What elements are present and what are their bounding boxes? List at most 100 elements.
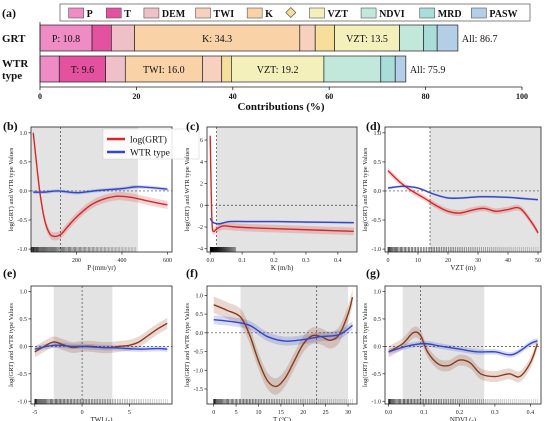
series-line [387, 185, 539, 201]
series-line [387, 170, 539, 234]
y-tick-label: 1.0 [374, 131, 382, 137]
x-tick-label: 50 [535, 258, 541, 264]
series-line [32, 132, 168, 238]
y-tick-label: 0.5 [374, 160, 382, 166]
shaded-region [430, 127, 541, 252]
x-tick-label: 30 [345, 410, 351, 416]
plot-area [385, 127, 541, 252]
y-tick-label: 0.0 [20, 344, 28, 350]
legend-label: T [124, 9, 131, 20]
x-tick-label: 20 [300, 410, 306, 416]
bar-segment [202, 55, 223, 83]
legend-item: T [105, 7, 131, 20]
rug-group [34, 399, 168, 404]
y-axis-title: log(GRT) and WTR type Values [184, 303, 191, 387]
bar-segment-label: T: 9.6 [71, 65, 94, 76]
y-tick-label: 1.0 [374, 289, 382, 295]
legend-swatch [195, 7, 211, 19]
bar-segment-label: TWI: 16.0 [143, 65, 185, 76]
legend-item: VZT [309, 7, 348, 20]
x-axis-title: P (mm/yr) [87, 264, 116, 272]
x-axis-title: Contributions (%) [237, 101, 324, 113]
panel-b: (b) 200 400 600 -1.0 -0.5 0.0 0.5 1.0 P (mm/yr) lo… [3, 119, 200, 272]
bar-segment [436, 24, 459, 52]
legend-swatch [143, 7, 160, 19]
y-tick-label: 0.5 [374, 317, 382, 323]
panel-e: (e) -5 0 5 -1.0 -0.5 0.0 0.5 1.0 TWI (-) log(GRT) … [3, 266, 173, 421]
x-tick-label: 0.3 [302, 258, 310, 264]
series-line [34, 344, 168, 350]
legend-label: NDVI [379, 9, 405, 20]
confidence-band [210, 131, 354, 236]
plot-frame [206, 285, 358, 405]
x-tick-label: 40 [229, 92, 237, 101]
y-tick-label: -1.0 [372, 247, 382, 253]
x-tick-label: 0 [387, 258, 390, 264]
x-tick-label: 400 [117, 258, 126, 264]
legend-item: P [68, 7, 93, 20]
bar-segment [105, 55, 126, 83]
bar-segment [423, 24, 438, 52]
series-line [209, 217, 354, 225]
bar-segment [394, 55, 407, 83]
category-label: GRT [2, 33, 26, 45]
legend-label: DEM [162, 9, 186, 20]
y-tick-label: 0.0 [374, 344, 382, 350]
x-tick-label: 0 [81, 410, 84, 416]
legend-label: log(GRT) [130, 135, 167, 146]
bar-segment-label: P: 10.8 [52, 34, 80, 45]
y-tick-label: -1.5 [194, 387, 204, 393]
x-tick-label: 200 [72, 258, 81, 264]
legend-label: K [265, 9, 273, 20]
x-tick-label: 10 [415, 258, 421, 264]
legend-item: DEM [143, 7, 186, 20]
y-tick-label: -2 [198, 225, 203, 231]
panel-label: (d) [366, 119, 381, 133]
x-tick-label: 0.1 [238, 258, 246, 264]
legend-label: TWI [214, 9, 235, 20]
confidence-band [213, 289, 353, 395]
legend-item: NDVI [360, 7, 405, 20]
x-tick-label: 10 [255, 410, 261, 416]
y-tick-label: 2 [200, 182, 203, 188]
plot-frame [206, 126, 358, 253]
x-tick-label: 0.0 [206, 258, 214, 264]
bar-segment [221, 55, 232, 83]
confidence-band [33, 128, 168, 241]
x-axis-title: T (°C) [273, 416, 292, 421]
plot-frame [384, 126, 542, 253]
series-line [388, 340, 538, 356]
series-line [33, 186, 168, 194]
bar-segment [91, 24, 112, 52]
rug-group [388, 399, 538, 404]
y-tick-label: -1.0 [194, 368, 204, 374]
bar-segment [231, 55, 325, 83]
legend-label: VZT [327, 9, 348, 20]
legend-swatch [419, 7, 436, 19]
x-tick-label: 30 [475, 258, 481, 264]
bar-segment [39, 55, 60, 83]
y-tick-label: -1.0 [18, 399, 28, 405]
plot-area [207, 127, 357, 252]
bar-segment [380, 55, 396, 83]
y-tick-label: -0.5 [372, 372, 382, 378]
y-tick-label: 0 [200, 203, 203, 209]
y-tick-label: 4 [200, 160, 203, 166]
legend-item: K [246, 7, 273, 20]
legend-label: P [87, 9, 93, 20]
legend-item: TWI [195, 7, 235, 20]
rug-group [213, 399, 353, 404]
y-axis-title: log(GRT) and WTR type Values [362, 303, 369, 387]
y-tick-label: -1.0 [18, 247, 28, 253]
x-tick-label: 600 [163, 258, 172, 264]
series-line [213, 319, 353, 342]
legend-item: PASW [471, 7, 518, 20]
x-tick-label: 20 [132, 92, 140, 101]
plot-area [385, 286, 541, 404]
y-tick-label: 6 [200, 138, 203, 144]
y-tick-label: 1.0 [196, 293, 204, 299]
panel-label: (c) [186, 119, 199, 133]
legend-swatch [309, 7, 325, 19]
y-axis-title: log(GRT) and WTR type Values [8, 147, 15, 231]
